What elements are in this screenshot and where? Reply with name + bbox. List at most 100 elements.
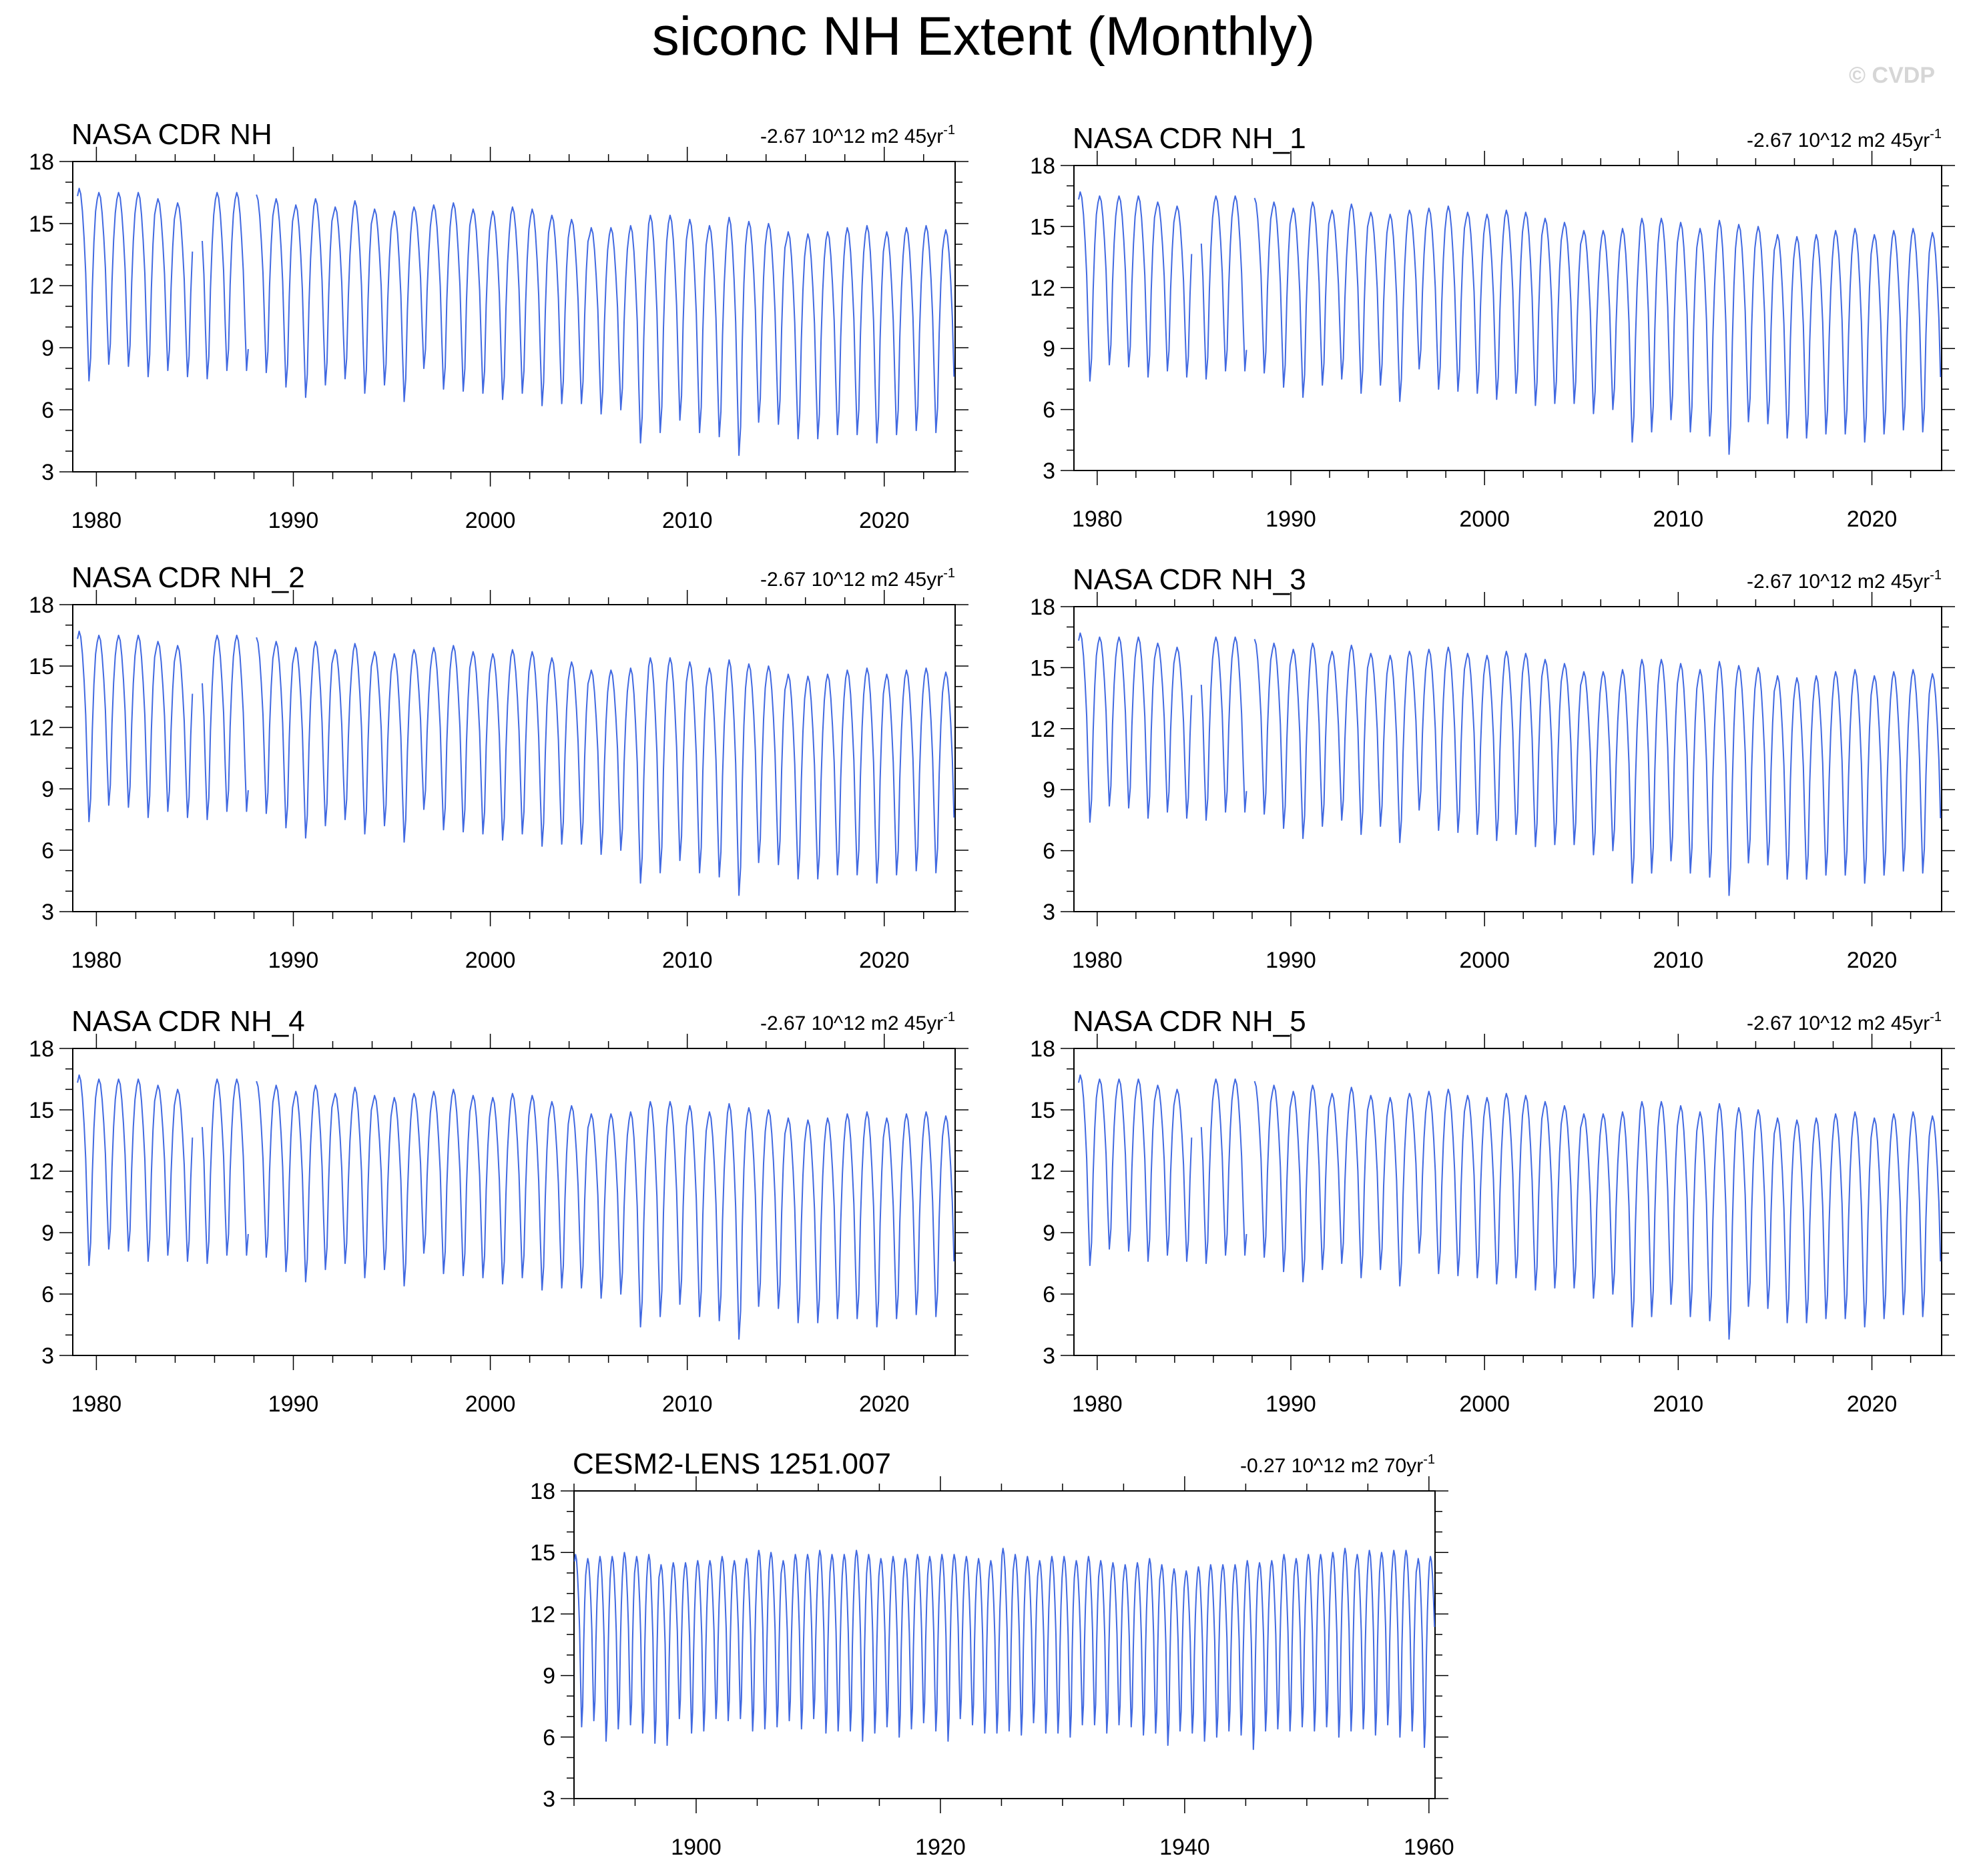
x-tick-label: 2000 [1459,507,1510,532]
y-tick-label: 3 [41,1343,54,1369]
panel-title: NASA CDR NH_2 [71,561,305,594]
series-line [1078,1074,1193,1267]
x-tick-label: 1990 [268,508,319,533]
y-tick-label: 9 [41,336,54,361]
series-line [256,194,955,456]
y-tick-label: 15 [29,212,54,237]
y-tick-label: 12 [29,715,54,741]
panel-title: NASA CDR NH_5 [1073,1005,1306,1038]
panel-5: NASA CDR NH_4 -2.67 10^12 m2 45yr-1 3 6 9 12 1… [29,1005,968,1417]
x-tick-label: 2020 [859,508,910,533]
panel-title: NASA CDR NH [71,118,272,151]
series-line [1078,191,1193,382]
x-tick-label: 2010 [1653,507,1704,532]
y-tick-label: 9 [41,1221,54,1246]
plot-frame [72,1048,956,1356]
x-tick-label: 1990 [268,1391,319,1417]
series-line [1078,632,1193,823]
y-tick-label: 12 [29,1159,54,1185]
y-tick-label: 15 [1030,655,1055,681]
x-tick-label: 1920 [915,1835,966,1860]
y-tick-label: 6 [1043,1282,1055,1307]
series-line [1253,639,1942,896]
x-tick-label: 2000 [1459,948,1510,973]
y-tick-label: 18 [1030,153,1055,179]
x-tick-label: 2000 [465,1391,516,1417]
y-tick-label: 3 [41,460,54,485]
y-tick-label: 3 [543,1787,555,1812]
x-tick-label: 2010 [662,1391,713,1417]
panel-7: CESM2-LENS 1251.007 -0.27 10^12 m2 70yr-1… [530,1448,1454,1860]
series-line [256,637,955,896]
panel-2: NASA CDR NH_1 -2.67 10^12 m2 45yr-1 3 6 9 12 1… [1030,122,1955,532]
y-tick-label: 15 [1030,1098,1055,1123]
y-tick-label: 9 [543,1664,555,1689]
cvdp-watermark: © CVDP [1849,63,1935,88]
y-tick-label: 6 [41,838,54,864]
y-tick-label: 3 [1043,1343,1055,1369]
trend-label: -2.67 10^12 m2 45yr-1 [760,566,955,591]
y-tick-label: 9 [1043,777,1055,803]
x-tick-label: 2010 [662,948,713,973]
trend-label: -2.67 10^12 m2 45yr-1 [760,123,955,147]
panel-title: NASA CDR NH_1 [1073,122,1306,155]
x-tick-label: 1980 [71,1391,122,1417]
x-tick-label: 2000 [1459,1391,1510,1417]
y-tick-label: 6 [543,1725,555,1751]
series-line [1200,1078,1247,1264]
x-tick-label: 1990 [1266,507,1316,532]
series-line [202,192,249,380]
panel-title: NASA CDR NH_4 [71,1005,305,1038]
x-tick-label: 2000 [465,948,516,973]
trend-label: -2.67 10^12 m2 45yr-1 [760,1010,955,1034]
y-tick-label: 6 [41,1282,54,1307]
y-tick-label: 18 [29,1036,54,1062]
series-line [1253,198,1942,455]
x-tick-label: 1990 [268,948,319,973]
trend-label: -2.67 10^12 m2 45yr-1 [1747,568,1942,593]
series-line [77,630,194,823]
x-tick-label: 1980 [1072,507,1123,532]
x-tick-label: 2020 [1847,507,1898,532]
panel-title: NASA CDR NH_3 [1073,563,1306,596]
series-line [77,1074,194,1267]
panel-6: NASA CDR NH_5 -2.67 10^12 m2 45yr-1 3 6 9 12 1… [1030,1005,1955,1417]
plot-frame [1073,606,1942,912]
y-tick-label: 9 [1043,1221,1055,1246]
y-tick-label: 18 [530,1479,555,1504]
plot-frame [72,604,956,912]
x-tick-label: 2020 [859,1391,910,1417]
panel-title: CESM2-LENS 1251.007 [573,1448,891,1480]
y-tick-label: 9 [1043,336,1055,362]
y-tick-label: 6 [1043,398,1055,423]
x-tick-label: 2010 [1653,1391,1704,1417]
y-tick-label: 15 [530,1540,555,1566]
y-tick-label: 3 [41,900,54,925]
y-tick-label: 9 [41,777,54,802]
series-line [1200,195,1247,380]
trend-label: -0.27 10^12 m2 70yr-1 [1240,1452,1435,1477]
x-tick-label: 2010 [662,508,713,533]
y-tick-label: 12 [1030,276,1055,301]
x-tick-label: 2000 [465,508,516,533]
x-tick-label: 1990 [1266,948,1316,973]
series-line [1200,636,1247,821]
x-tick-label: 2010 [1653,948,1704,973]
trend-label: -2.67 10^12 m2 45yr-1 [1747,127,1942,151]
series-line [77,188,194,382]
y-tick-label: 15 [29,654,54,679]
plot-frame [1073,165,1942,471]
x-tick-label: 2020 [1847,1391,1898,1417]
panel-3: NASA CDR NH_2 -2.67 10^12 m2 45yr-1 3 6 9 12 1… [29,561,968,973]
y-tick-label: 3 [1043,458,1055,484]
series-line [573,1548,1436,1751]
y-tick-label: 12 [1030,717,1055,742]
x-tick-label: 1980 [1072,948,1123,973]
y-tick-label: 6 [1043,839,1055,864]
y-tick-label: 15 [29,1098,54,1123]
panel-1: NASA CDR NH -2.67 10^12 m2 45yr-1 3 6 9 12 15 1… [29,118,968,533]
y-tick-label: 18 [29,593,54,618]
x-tick-label: 1980 [71,948,122,973]
series-line [202,1078,249,1264]
